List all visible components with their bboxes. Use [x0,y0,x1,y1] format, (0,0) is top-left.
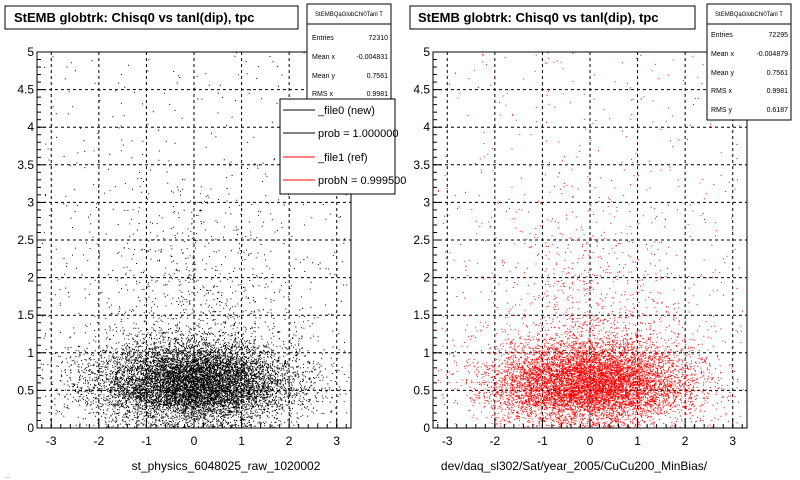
ticks-right: -3 -2 -1 0 1 2 3 0 0.5 1 1.5 2 2.5 3 3.5 4 4.5 5 [413,45,743,448]
y-tick-label: 3 [423,195,430,209]
stats-box-left: StEMBQaGlobChi0Tanl T Entries 72310 Mean… [306,3,392,113]
chart-title-right: StEMB globtrk: Chisq0 vs tanl(dip), tpc [418,10,659,25]
y-tick-label: 0 [423,421,430,435]
stats-label: Mean y [312,73,335,80]
y-tick-label: 2.5 [413,233,430,247]
left-panel: -3 -2 -1 0 1 2 3 0 0.5 1 1.5 2 2.5 3 3.5 4 4.5 5 StEMB gl… [4,3,406,473]
x-tick-label: -2 [94,434,105,448]
title-box-left [4,5,299,30]
ticks-left: -3 -2 -1 0 1 2 3 0 0.5 1 1.5 2 2.5 3 3.5 4 4.5 5 [17,45,347,448]
chart-title-left: StEMB globtrk: Chisq0 vs tanl(dip), tpc [14,10,255,25]
stats-label: Mean y [711,70,734,77]
stats-value: 0.7561 [767,70,789,77]
x-tick-label: -2 [490,434,501,448]
y-tick-label: 4 [423,120,430,134]
y-tick-label: 4 [27,120,34,134]
y-tick-label: 3.5 [413,158,430,172]
title-box-right [409,5,696,30]
stats-value: 0.6187 [767,107,789,114]
x-tick-label: 2 [286,434,293,448]
y-tick-label: 5 [423,45,430,59]
scatter-right [437,52,748,429]
x-tick-label: 3 [333,434,340,448]
x-axis-label-right: dev/daq_sl302/Sat/year_2005/CuCu200_MinB… [441,459,708,473]
stats-value: -0.004879 [756,51,788,58]
y-tick-label: 2.5 [17,233,34,247]
stats-name-left: StEMBQaGlobChi0Tanl T [315,12,383,18]
right-panel: -3 -2 -1 0 1 2 3 0 0.5 1 1.5 2 2.5 3 3.5 4 4.5 5 StEMB gl… [409,3,792,473]
x-tick-label: 3 [729,434,736,448]
x-tick-label: 1 [634,434,641,448]
y-tick-label: 0.5 [17,383,34,397]
stats-label: Mean x [312,54,335,61]
legend-entry: prob = 1.000000 [318,128,398,140]
stats-value: 0.9981 [767,88,789,95]
stats-value: 72310 [369,35,389,42]
stats-label: Mean x [711,51,734,58]
stats-value: 0.9981 [367,91,389,98]
x-tick-label: 1 [238,434,245,448]
stats-label: Entries [711,32,733,39]
stats-box-right: StEMBQaGlobChi0Tanl T Entries 72295 Mean… [706,3,792,121]
legend-left: _file0 (new) prob = 1.000000 _file1 (ref… [279,98,406,195]
y-tick-label: 1 [423,346,430,360]
x-tick-label: 2 [682,434,689,448]
y-tick-label: 1.5 [17,308,34,322]
stats-label: Entries [312,35,334,42]
stats-value: 72295 [769,32,789,39]
x-tick-label: 0 [191,434,198,448]
stats-label: RMS x [312,91,334,98]
x-tick-label: -1 [141,434,152,448]
y-tick-label: 3 [27,195,34,209]
legend-entry: probN = 0.999500 [318,175,406,187]
stats-name-right: StEMBQaGlobChi0Tanl T [715,12,783,18]
x-tick-label: -3 [46,434,57,448]
y-tick-label: 4.5 [17,83,34,97]
stats-value: 0.7561 [367,73,389,80]
y-tick-label: 1.5 [413,308,430,322]
y-tick-label: 2 [423,271,430,285]
stats-label: RMS x [711,88,733,95]
y-tick-label: 2 [27,271,34,285]
stats-value: -0.004831 [356,54,388,61]
scatter-series [37,52,352,429]
x-axis-label-left: st_physics_6048025_raw_1020002 [132,459,321,473]
x-tick-label: -3 [442,434,453,448]
scatter-series [437,52,748,429]
y-tick-label: 3.5 [17,158,34,172]
y-tick-label: 4.5 [413,83,430,97]
stats-label: RMS y [711,107,733,114]
y-tick-label: 5 [27,45,34,59]
x-tick-label: -1 [537,434,548,448]
x-tick-label: 0 [587,434,594,448]
y-tick-label: 0.5 [413,383,430,397]
y-tick-label: 0 [27,421,34,435]
footer-text: ... [4,473,10,480]
y-tick-label: 1 [27,346,34,360]
scatter-left [37,52,352,429]
legend-entry: _file1 (ref) [317,152,368,164]
legend-entry: _file0 (new) [317,105,375,117]
